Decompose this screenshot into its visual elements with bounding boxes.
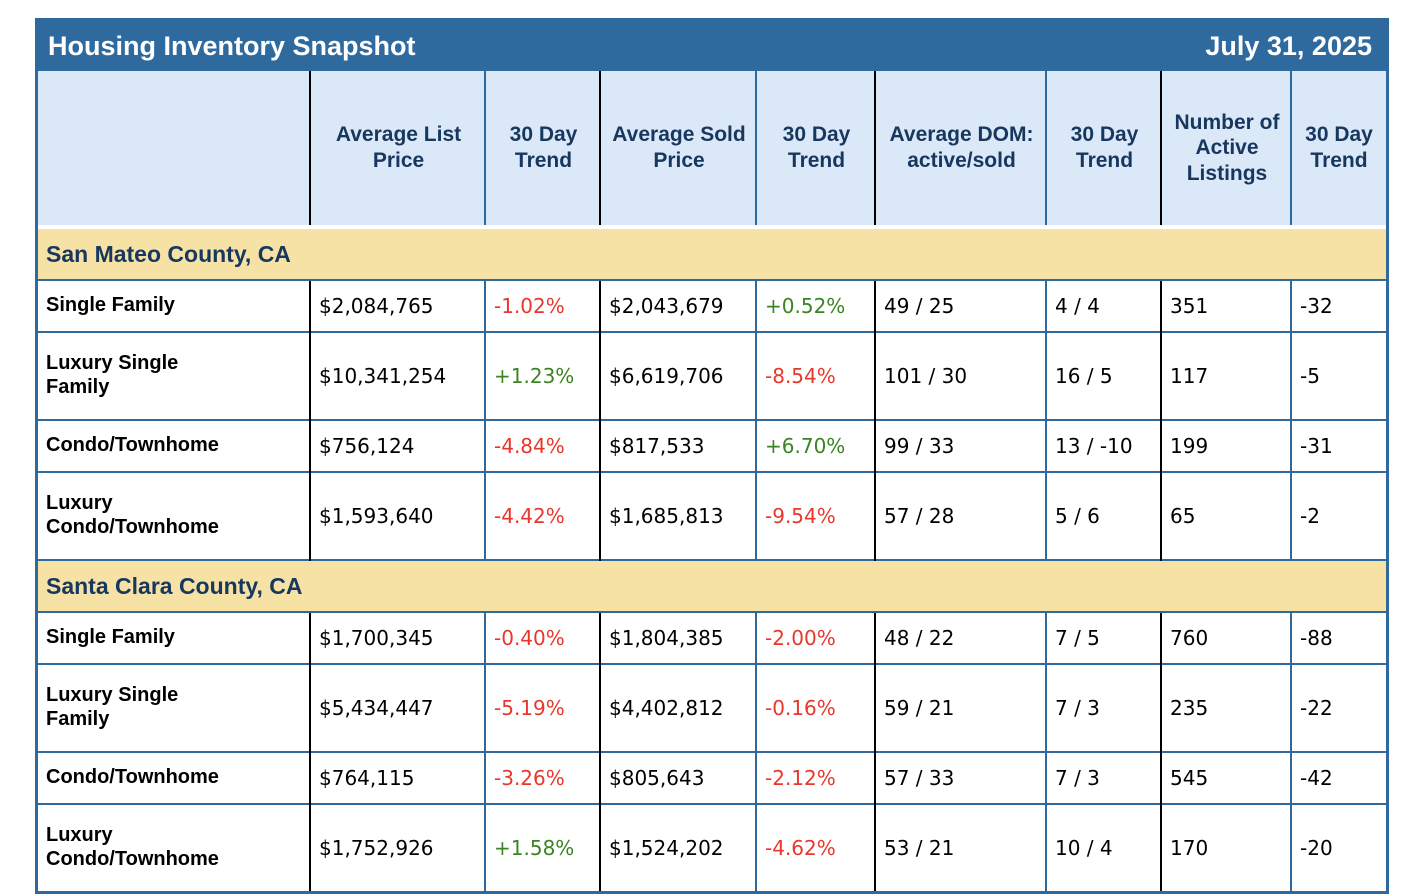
col-header-active-listings: Number of Active Listings — [1160, 71, 1291, 229]
dom-cell: 49 / 25 — [874, 279, 1046, 332]
dom-trend-cell: 7 / 5 — [1045, 611, 1161, 664]
avg-sold-price-cell: $1,685,813 — [599, 471, 756, 560]
active-listings-cell: 199 — [1160, 419, 1291, 472]
table-row: Condo/Townhome $756,124 -4.84% $817,533 … — [38, 419, 1386, 472]
title-bar: Housing Inventory Snapshot July 31, 2025 — [38, 21, 1386, 71]
avg-sold-price-cell: $4,402,812 — [599, 663, 756, 752]
listings-trend-cell: -42 — [1290, 751, 1386, 804]
table-row: Single Family $1,700,345 -0.40% $1,804,3… — [38, 611, 1386, 664]
dom-cell: 101 / 30 — [874, 331, 1046, 420]
row-label: Luxury Condo/Townhome — [38, 471, 310, 560]
listings-trend-cell: -31 — [1290, 419, 1386, 472]
dom-cell: 99 / 33 — [874, 419, 1046, 472]
active-listings-cell: 170 — [1160, 803, 1291, 891]
avg-list-price-cell: $1,593,640 — [309, 471, 485, 560]
sold-trend-cell: -8.54% — [755, 331, 875, 420]
table-row: Luxury Condo/Townhome $1,593,640 -4.42% … — [38, 471, 1386, 560]
dom-cell: 57 / 33 — [874, 751, 1046, 804]
avg-sold-price-cell: $1,524,202 — [599, 803, 756, 891]
list-trend-cell: -5.19% — [484, 663, 600, 752]
column-header-row: Average List Price 30 Day Trend Average … — [38, 71, 1386, 229]
sold-trend-cell: +6.70% — [755, 419, 875, 472]
list-trend-cell: -4.42% — [484, 471, 600, 560]
table-row: Single Family $2,084,765 -1.02% $2,043,6… — [38, 279, 1386, 332]
row-label: Single Family — [38, 611, 310, 664]
sold-trend-cell: -9.54% — [755, 471, 875, 560]
col-header-sold-trend: 30 Day Trend — [755, 71, 875, 229]
row-label: Luxury Single Family — [38, 663, 310, 752]
col-header-list-trend: 30 Day Trend — [484, 71, 600, 229]
sold-trend-cell: -0.16% — [755, 663, 875, 752]
section-header-santa-clara: Santa Clara County, CA — [38, 559, 1386, 613]
report-date: July 31, 2025 — [1205, 30, 1372, 61]
dom-trend-cell: 7 / 3 — [1045, 751, 1161, 804]
col-header-listings-trend: 30 Day Trend — [1290, 71, 1386, 229]
dom-cell: 48 / 22 — [874, 611, 1046, 664]
page-title: Housing Inventory Snapshot — [48, 30, 416, 61]
avg-sold-price-cell: $1,804,385 — [599, 611, 756, 664]
sold-trend-cell: +0.52% — [755, 279, 875, 332]
dom-cell: 59 / 21 — [874, 663, 1046, 752]
avg-list-price-cell: $1,752,926 — [309, 803, 485, 891]
row-label: Luxury Single Family — [38, 331, 310, 420]
avg-sold-price-cell: $2,043,679 — [599, 279, 756, 332]
listings-trend-cell: -20 — [1290, 803, 1386, 891]
sold-trend-cell: -2.12% — [755, 751, 875, 804]
col-header-avg-sold-price: Average Sold Price — [599, 71, 756, 229]
col-header-dom-trend: 30 Day Trend — [1045, 71, 1161, 229]
housing-inventory-report: Housing Inventory Snapshot July 31, 2025… — [35, 18, 1389, 894]
table-row: Luxury Condo/Townhome $1,752,926 +1.58% … — [38, 803, 1386, 891]
inventory-table: Average List Price 30 Day Trend Average … — [38, 71, 1386, 891]
avg-list-price-cell: $2,084,765 — [309, 279, 485, 332]
dom-trend-cell: 5 / 6 — [1045, 471, 1161, 560]
dom-cell: 57 / 28 — [874, 471, 1046, 560]
table-row: Condo/Townhome $764,115 -3.26% $805,643 … — [38, 751, 1386, 804]
avg-sold-price-cell: $6,619,706 — [599, 331, 756, 420]
row-label: Single Family — [38, 279, 310, 332]
col-header-blank — [38, 71, 310, 229]
list-trend-cell: -4.84% — [484, 419, 600, 472]
avg-list-price-cell: $5,434,447 — [309, 663, 485, 752]
list-trend-cell: -3.26% — [484, 751, 600, 804]
active-listings-cell: 545 — [1160, 751, 1291, 804]
avg-sold-price-cell: $817,533 — [599, 419, 756, 472]
row-label: Condo/Townhome — [38, 751, 310, 804]
avg-list-price-cell: $10,341,254 — [309, 331, 485, 420]
list-trend-cell: -1.02% — [484, 279, 600, 332]
section-title: San Mateo County, CA — [38, 226, 1386, 281]
listings-trend-cell: -2 — [1290, 471, 1386, 560]
avg-list-price-cell: $756,124 — [309, 419, 485, 472]
avg-list-price-cell: $1,700,345 — [309, 611, 485, 664]
row-label: Condo/Townhome — [38, 419, 310, 472]
active-listings-cell: 117 — [1160, 331, 1291, 420]
row-label: Luxury Condo/Townhome — [38, 803, 310, 891]
dom-trend-cell: 10 / 4 — [1045, 803, 1161, 891]
dom-trend-cell: 16 / 5 — [1045, 331, 1161, 420]
col-header-avg-list-price: Average List Price — [309, 71, 485, 229]
table-row: Luxury Single Family $10,341,254 +1.23% … — [38, 331, 1386, 420]
table-row: Luxury Single Family $5,434,447 -5.19% $… — [38, 663, 1386, 752]
list-trend-cell: +1.23% — [484, 331, 600, 420]
avg-list-price-cell: $764,115 — [309, 751, 485, 804]
listings-trend-cell: -32 — [1290, 279, 1386, 332]
section-title: Santa Clara County, CA — [38, 559, 1386, 613]
col-header-avg-dom: Average DOM: active/sold — [874, 71, 1046, 229]
sold-trend-cell: -4.62% — [755, 803, 875, 891]
dom-cell: 53 / 21 — [874, 803, 1046, 891]
dom-trend-cell: 4 / 4 — [1045, 279, 1161, 332]
listings-trend-cell: -22 — [1290, 663, 1386, 752]
active-listings-cell: 760 — [1160, 611, 1291, 664]
dom-trend-cell: 7 / 3 — [1045, 663, 1161, 752]
listings-trend-cell: -5 — [1290, 331, 1386, 420]
sold-trend-cell: -2.00% — [755, 611, 875, 664]
active-listings-cell: 351 — [1160, 279, 1291, 332]
dom-trend-cell: 13 / -10 — [1045, 419, 1161, 472]
active-listings-cell: 235 — [1160, 663, 1291, 752]
list-trend-cell: +1.58% — [484, 803, 600, 891]
avg-sold-price-cell: $805,643 — [599, 751, 756, 804]
list-trend-cell: -0.40% — [484, 611, 600, 664]
active-listings-cell: 65 — [1160, 471, 1291, 560]
section-header-san-mateo: San Mateo County, CA — [38, 226, 1386, 281]
listings-trend-cell: -88 — [1290, 611, 1386, 664]
